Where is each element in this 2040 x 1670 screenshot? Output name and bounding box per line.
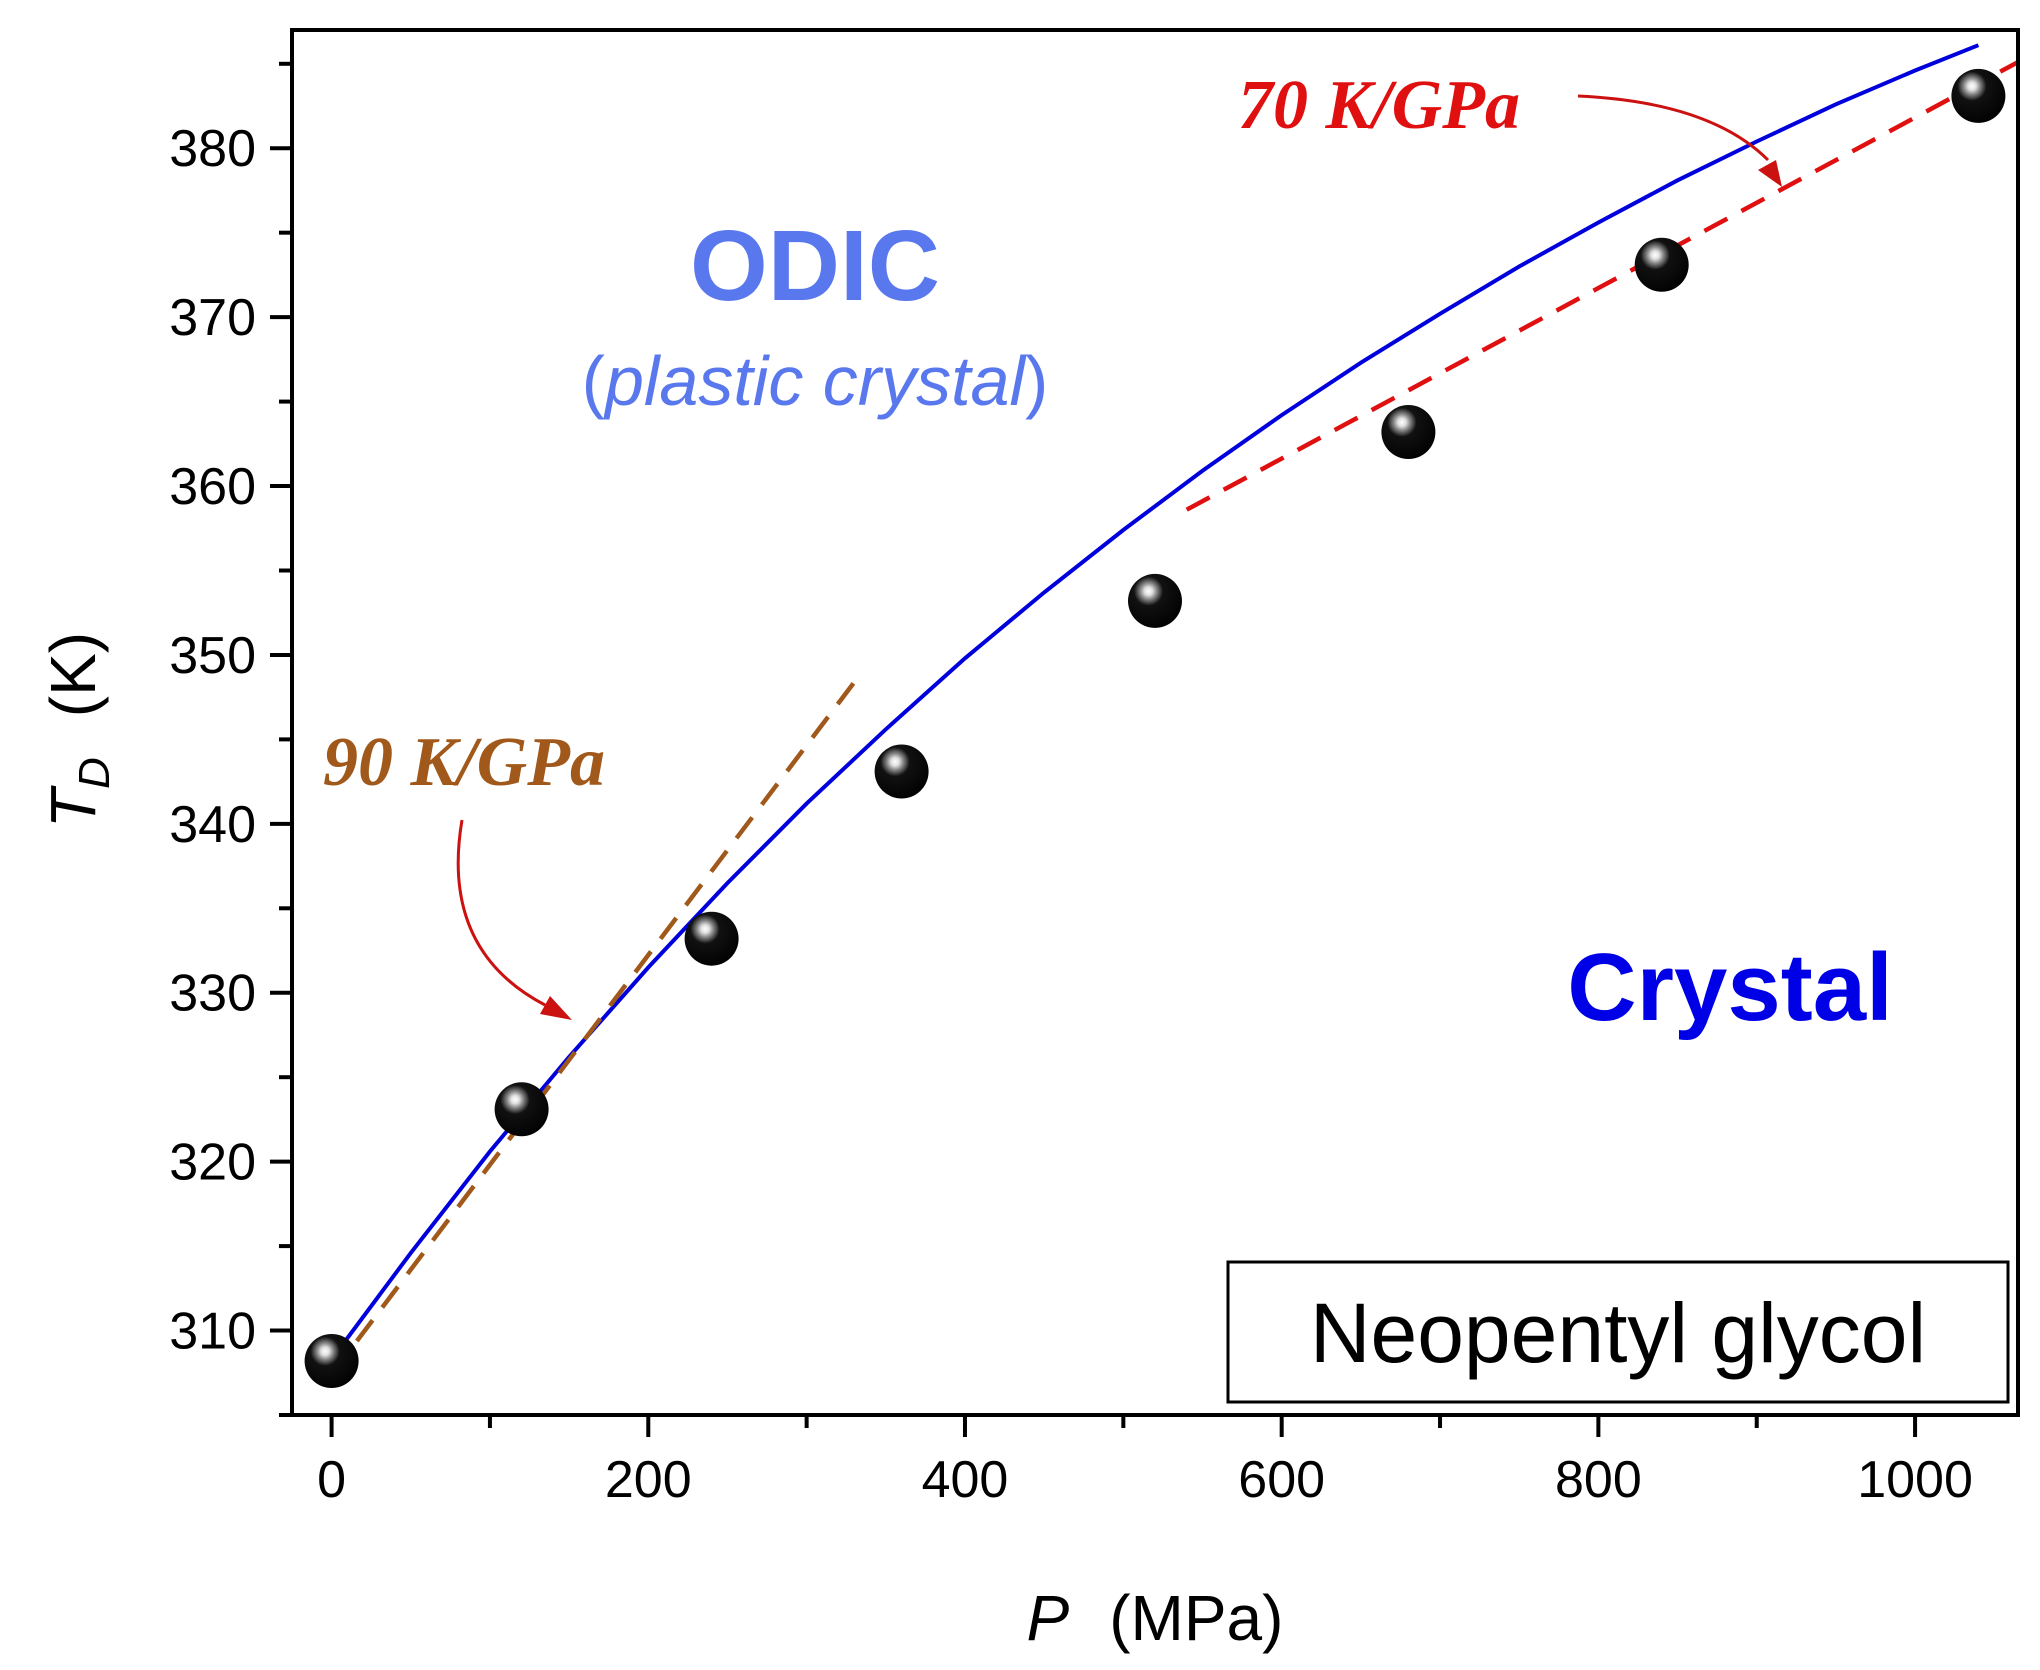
y-tick-label: 320 (169, 1134, 256, 1192)
tangent-line-low (329, 670, 864, 1376)
legend-label: Neopentyl glycol (1310, 1286, 1926, 1380)
odic-region-sublabel: (plastic crystal) (582, 342, 1049, 420)
y-tick-label: 370 (169, 289, 256, 347)
data-point (1951, 68, 2006, 123)
y-tick-label: 380 (169, 120, 256, 178)
plot-frame (290, 28, 2020, 1417)
x-tick-label: 800 (1555, 1451, 1642, 1509)
data-point (1634, 237, 1689, 292)
plot-data-layer (304, 43, 2018, 1388)
slope-label-high: 70 K/GPa (1238, 67, 1520, 144)
x-tick-label: 0 (317, 1451, 346, 1509)
x-tick-label: 400 (922, 1451, 1009, 1509)
data-point (494, 1082, 549, 1137)
slope-arrow-high (1577, 94, 1770, 162)
x-axis-unit: (MPa) (1109, 1582, 1283, 1654)
y-axis-variable: T (37, 785, 109, 828)
odic-region-label: ODIC (690, 210, 940, 322)
data-point (304, 1334, 359, 1388)
y-axis-title: TD (K) (37, 632, 119, 828)
y-tick-label: 340 (169, 796, 256, 854)
data-point (1128, 573, 1182, 628)
y-tick-label: 350 (169, 627, 256, 685)
axes-layer: 0 200 400 600 800 1000 310 320 330 340 350 360 370 38… (169, 61, 1973, 1509)
data-point (1381, 405, 1436, 459)
x-tick-label: 1000 (1857, 1451, 1973, 1509)
x-tick-label: 200 (605, 1451, 692, 1509)
crystal-region-label: Crystal (1567, 934, 1893, 1041)
x-axis-title: P (MPa) (1027, 1582, 1284, 1654)
slope-label-low: 90 K/GPa (323, 724, 605, 801)
data-point (684, 911, 739, 966)
x-axis-variable: P (1027, 1582, 1070, 1654)
y-tick-label: 330 (169, 965, 256, 1023)
tangent-line-high (1185, 60, 2018, 512)
odic-sub-text: plastic crystal (603, 342, 1028, 420)
x-tick-label: 600 (1238, 1451, 1325, 1509)
slope-arrowhead-high (1758, 160, 1782, 187)
y-axis-variable-subscript: D (70, 757, 119, 789)
odic-sub-close-paren: ) (1025, 342, 1048, 420)
fit-curve (329, 43, 1980, 1361)
y-tick-label: 360 (169, 458, 256, 516)
slope-arrow-low (456, 819, 546, 1007)
legend-box (1226, 1260, 2010, 1404)
odic-sub-open-paren: ( (582, 342, 605, 420)
slope-arrowhead-low (540, 996, 572, 1020)
data-point (874, 744, 929, 799)
y-tick-label: 310 (169, 1303, 256, 1361)
y-axis-unit: (K) (37, 632, 109, 717)
